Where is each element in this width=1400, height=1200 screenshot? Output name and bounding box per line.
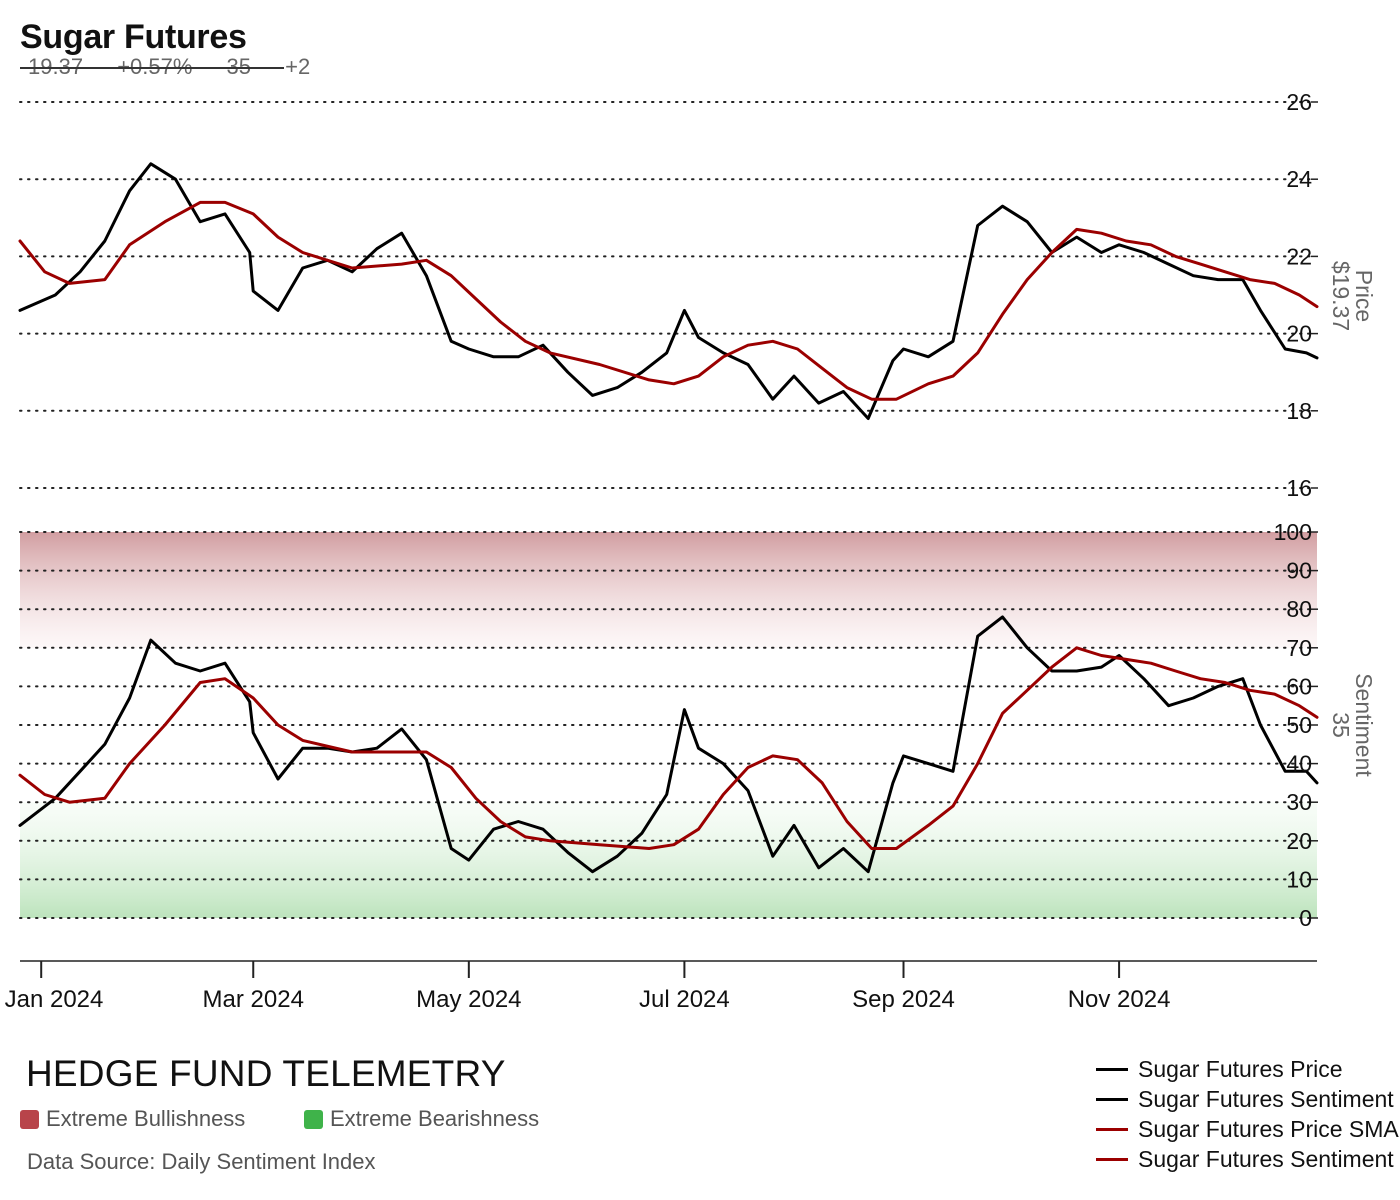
stats-row: 19.37 +0.57% 35 +2 [20, 54, 338, 80]
legend-line-price [1096, 1067, 1128, 1071]
x-tick-label-mar-2024: Mar 2024 [203, 986, 304, 1013]
chart-svg: 16 18 20 22 24 26 0 10 20 30 40 50 60 70 80 90 100 Price$… [5, 89, 1377, 1013]
bullish-label: Extreme Bullishness [46, 1106, 246, 1131]
sentiment-tick-label-60: 60 [1286, 673, 1312, 699]
chart-title: Sugar Futures [20, 18, 247, 56]
sentiment-axis-value: 35 [1328, 712, 1354, 738]
sentiment-line-sugar-futures-sentiment-sma [18, 646, 1319, 850]
sentiment-tick-label-0: 0 [1299, 905, 1312, 931]
bearish-swatch [304, 1109, 323, 1129]
legend-line-sentiment-sma [1096, 1157, 1128, 1161]
legend-item-sentiment[interactable]: Sugar Futures Sentiment [1096, 1084, 1400, 1114]
stat-sentiment-change: +2 [285, 54, 311, 79]
price-tick-label-16: 16 [1286, 475, 1312, 501]
x-tick-label-sep-2024: Sep 2024 [852, 986, 955, 1013]
price-axis-title: Price [1351, 270, 1377, 322]
legend-line-price-sma [1096, 1127, 1128, 1131]
sentiment-tick-label-100: 100 [1274, 519, 1312, 545]
band-legend-bullish: Extreme Bullishness [20, 1106, 245, 1132]
x-tick-label-may-2024: May 2024 [416, 986, 521, 1013]
legend-item-price[interactable]: Sugar Futures Price [1096, 1054, 1400, 1084]
stat-sentiment: 35 [226, 54, 252, 79]
legend-item-price-sma[interactable]: Sugar Futures Price SMA [1096, 1114, 1400, 1144]
x-tick-label-nov-2024: Nov 2024 [1068, 986, 1171, 1013]
price-tick-label-26: 26 [1286, 89, 1312, 115]
legend-line-sentiment [1096, 1097, 1128, 1101]
legend-label-price: Sugar Futures Price [1138, 1055, 1343, 1082]
stat-change: +0.57% [117, 54, 193, 79]
x-tick-label-jan-2024: Jan 2024 [5, 986, 104, 1013]
sentiment-tick-label-90: 90 [1286, 558, 1312, 584]
legend-label-sentiment-sma: Sugar Futures Sentiment SMA [1138, 1145, 1400, 1172]
price-line-sugar-futures-price-sma [18, 200, 1319, 401]
sentiment-tick-label-30: 30 [1286, 789, 1312, 815]
brand-name: HEDGE FUND TELEMETRY [26, 1053, 506, 1094]
band-extreme-bearishness [20, 802, 1317, 918]
sentiment-tick-label-80: 80 [1286, 596, 1312, 622]
price-tick-label-20: 20 [1286, 321, 1312, 347]
sentiment-tick-label-50: 50 [1286, 712, 1312, 738]
bearish-label: Extreme Bearishness [330, 1106, 540, 1131]
legend-label-sentiment: Sugar Futures Sentiment [1138, 1085, 1394, 1112]
stat-price: 19.37 [28, 54, 84, 79]
band-extreme-bullishness [20, 532, 1317, 648]
legend-label-price-sma: Sugar Futures Price SMA [1138, 1115, 1399, 1142]
price-tick-label-24: 24 [1286, 166, 1312, 192]
x-tick-label-jul-2024: Jul 2024 [639, 986, 730, 1013]
legend-item-sentiment-sma[interactable]: Sugar Futures Sentiment SMA [1096, 1144, 1400, 1174]
sentiment-tick-label-70: 70 [1286, 635, 1312, 661]
price-line-sugar-futures-price [18, 162, 1319, 420]
price-tick-label-22: 22 [1286, 243, 1312, 269]
bullish-swatch [20, 1109, 39, 1129]
stats-strike-line [20, 67, 284, 69]
sentiment-tick-label-10: 10 [1286, 866, 1312, 892]
sentiment-tick-label-20: 20 [1286, 828, 1312, 854]
series-legend: Sugar Futures Price Sugar Futures Sentim… [1096, 1054, 1400, 1174]
band-legend-bearish: Extreme Bearishness [304, 1106, 539, 1132]
price-axis-value: $19.37 [1328, 261, 1354, 331]
sentiment-axis-title: Sentiment [1351, 673, 1377, 777]
price-tick-label-18: 18 [1286, 398, 1312, 424]
sentiment-tick-label-40: 40 [1286, 751, 1312, 777]
data-source: Data Source: Daily Sentiment Index [27, 1149, 376, 1174]
sentiment-line-sugar-futures-sentiment [18, 615, 1319, 874]
